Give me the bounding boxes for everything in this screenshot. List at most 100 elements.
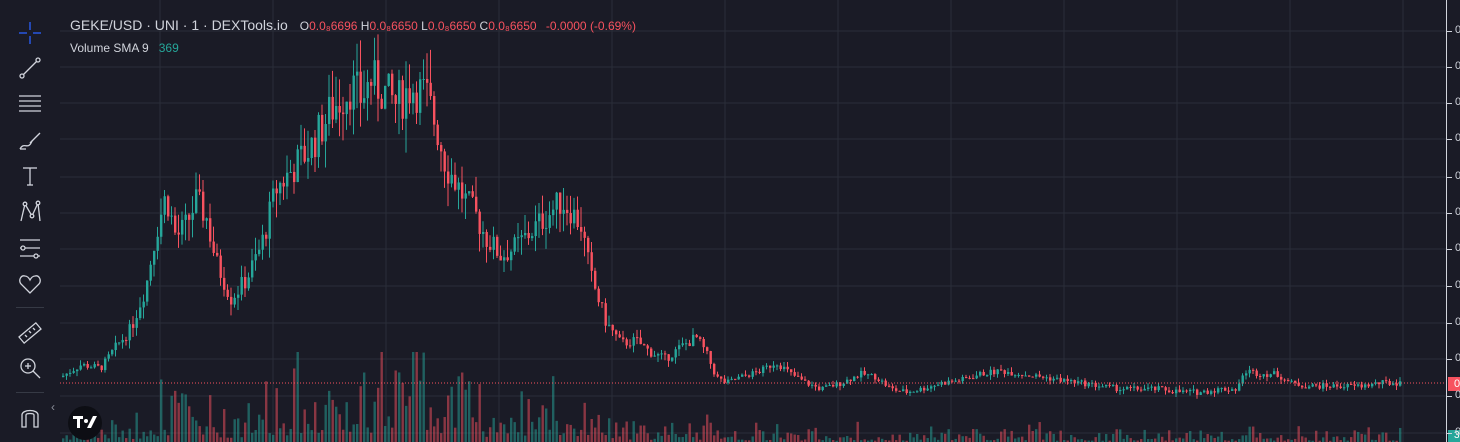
- candle-body: [205, 218, 208, 221]
- candle-body: [65, 373, 68, 376]
- volume-bar: [153, 434, 156, 442]
- volume-bar: [559, 434, 562, 442]
- candle-body: [958, 380, 961, 382]
- chart-pane[interactable]: GEKE/USD · UNI · 1 · DEXTools.io O0.0₈66…: [51, 0, 1446, 442]
- trend-line-tool[interactable]: [14, 53, 46, 83]
- candle-body: [1196, 389, 1199, 395]
- candle-body: [891, 386, 894, 389]
- candle-body: [1035, 374, 1038, 377]
- candle-body: [678, 345, 681, 350]
- volume-bar: [1231, 439, 1234, 442]
- volume-bar: [489, 427, 492, 442]
- volume-bar: [184, 394, 187, 442]
- volume-bar: [1339, 440, 1342, 442]
- volume-bar: [468, 381, 471, 442]
- candle-body: [807, 380, 810, 386]
- candle-body: [356, 71, 359, 76]
- candle-body: [100, 365, 103, 371]
- candle-body: [1325, 383, 1328, 387]
- volume-bar: [289, 428, 292, 442]
- volume-bar: [209, 395, 212, 442]
- volume-bar: [944, 433, 947, 442]
- candle-body: [478, 211, 481, 234]
- volume-bar: [877, 437, 880, 442]
- candle-body: [475, 196, 478, 212]
- candle-body: [457, 182, 460, 190]
- brush-tool[interactable]: [14, 126, 46, 156]
- candle-body: [1220, 387, 1223, 389]
- candle-body: [590, 252, 593, 271]
- volume-bar: [1126, 434, 1129, 442]
- prediction-icon: [20, 239, 40, 259]
- volume-bar: [986, 439, 989, 442]
- ruler-tool[interactable]: [14, 318, 46, 348]
- volume-bar: [772, 433, 775, 442]
- candle-body: [153, 250, 156, 265]
- tradingview-logo[interactable]: [68, 406, 102, 440]
- crosshair-tool[interactable]: [14, 18, 46, 48]
- volume-bar: [1206, 434, 1209, 442]
- candle-body: [391, 73, 394, 96]
- candle-body: [1329, 386, 1332, 388]
- volume-bar: [1098, 433, 1101, 442]
- volume-bar: [538, 417, 541, 442]
- volume-bar: [1325, 431, 1328, 442]
- prediction-tool[interactable]: [14, 233, 46, 263]
- candle-body: [783, 366, 786, 370]
- volume-bar: [1021, 436, 1024, 442]
- price-tick: [1447, 396, 1452, 397]
- volume-bar: [1063, 440, 1066, 442]
- zoom-tool[interactable]: [14, 353, 46, 383]
- volume-bar: [706, 414, 709, 442]
- volume-bar: [1094, 437, 1097, 442]
- fib-tool[interactable]: [14, 89, 46, 119]
- volume-bar: [720, 438, 723, 442]
- candle-body: [464, 193, 467, 199]
- candle-body: [1213, 391, 1216, 393]
- candle-body: [114, 342, 117, 351]
- candle-body: [226, 289, 229, 297]
- candle-body: [874, 374, 877, 380]
- volume-bar: [1115, 429, 1118, 442]
- magnet-tool[interactable]: [14, 402, 46, 432]
- volume-bar: [769, 439, 772, 442]
- volume-bar: [762, 431, 765, 442]
- candle-body: [1171, 392, 1174, 394]
- volume-bar: [447, 395, 450, 442]
- candle-body: [1367, 384, 1370, 387]
- volume-bar: [1024, 440, 1027, 442]
- volume-label[interactable]: Volume SMA 9: [70, 41, 149, 55]
- candle-body: [1357, 384, 1360, 386]
- candle-body: [825, 385, 828, 387]
- candle-body: [741, 374, 744, 377]
- favorites-tool[interactable]: [14, 269, 46, 299]
- text-tool[interactable]: [14, 161, 46, 191]
- candle-body: [1210, 391, 1213, 394]
- volume-bar: [541, 405, 544, 442]
- volume-bar: [1199, 430, 1202, 442]
- candle-body: [1371, 383, 1374, 387]
- candle-body: [314, 137, 317, 158]
- candle-body: [1255, 370, 1258, 376]
- candle-body: [1066, 378, 1069, 382]
- volume-bar: [737, 439, 740, 442]
- volume-bar: [937, 439, 940, 442]
- symbol-title[interactable]: GEKE/USD · UNI · 1 · DEXTools.io: [70, 17, 288, 33]
- volume-bar: [1164, 440, 1167, 442]
- candle-body: [184, 214, 187, 220]
- candle-body: [324, 124, 327, 142]
- pattern-tool[interactable]: [14, 197, 46, 227]
- zoom-in-icon: [20, 358, 41, 379]
- candle-body: [436, 124, 439, 146]
- collapse-arrow-icon[interactable]: ‹: [51, 400, 55, 414]
- candle-body: [1038, 374, 1041, 377]
- candle-body: [1203, 390, 1206, 393]
- volume-bar: [1059, 430, 1062, 442]
- candle-body: [814, 384, 817, 387]
- candle-body: [1052, 378, 1055, 381]
- volume-bar: [625, 421, 628, 442]
- candlestick-chart[interactable]: [60, 0, 1446, 442]
- pattern-icon: [20, 200, 41, 222]
- candle-body: [209, 218, 212, 242]
